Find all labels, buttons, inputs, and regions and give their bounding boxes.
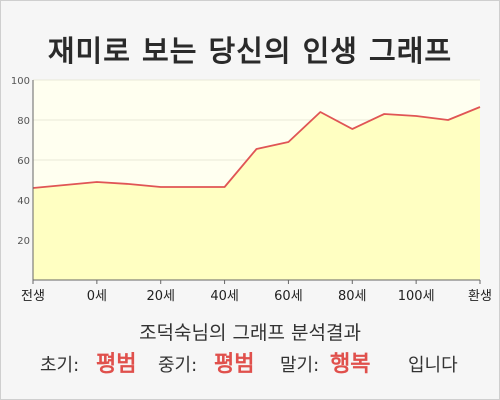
late-label: 말기: [280, 355, 320, 376]
middle-value: 평범 [214, 352, 255, 377]
x-tick-label: 80세 [338, 289, 367, 304]
result-row: 초기: 평범 중기: 평범 말기: 행복 입니다 [0, 346, 500, 380]
early-value: 평범 [96, 352, 137, 377]
y-tick-label: 20 [17, 236, 30, 247]
x-tick-label: 0세 [87, 289, 107, 304]
page-title: 재미로 보는 당신의 인생 그래프 [47, 34, 453, 68]
x-tick-label: 100세 [398, 289, 435, 304]
area-fill [33, 107, 480, 280]
ending-text: 입니다 [408, 355, 458, 376]
analysis-summary: 조덕숙님의 그래프 분석결과 [139, 322, 361, 344]
late-value: 행복 [330, 352, 371, 377]
x-tick-label: 40세 [210, 289, 239, 304]
y-tick-label: 60 [17, 156, 30, 167]
series-line [32, 106, 481, 189]
early-label: 초기: [40, 355, 80, 376]
middle-label: 중기: [158, 355, 198, 376]
x-tick-label: 전생 [21, 289, 45, 304]
y-tick-label: 80 [17, 116, 30, 127]
x-tick-label: 20세 [146, 289, 175, 304]
x-tick-label: 60세 [274, 289, 303, 304]
y-tick-label: 100 [11, 76, 30, 87]
x-tick-label: 환생 [468, 289, 492, 304]
y-tick-label: 40 [17, 196, 30, 207]
